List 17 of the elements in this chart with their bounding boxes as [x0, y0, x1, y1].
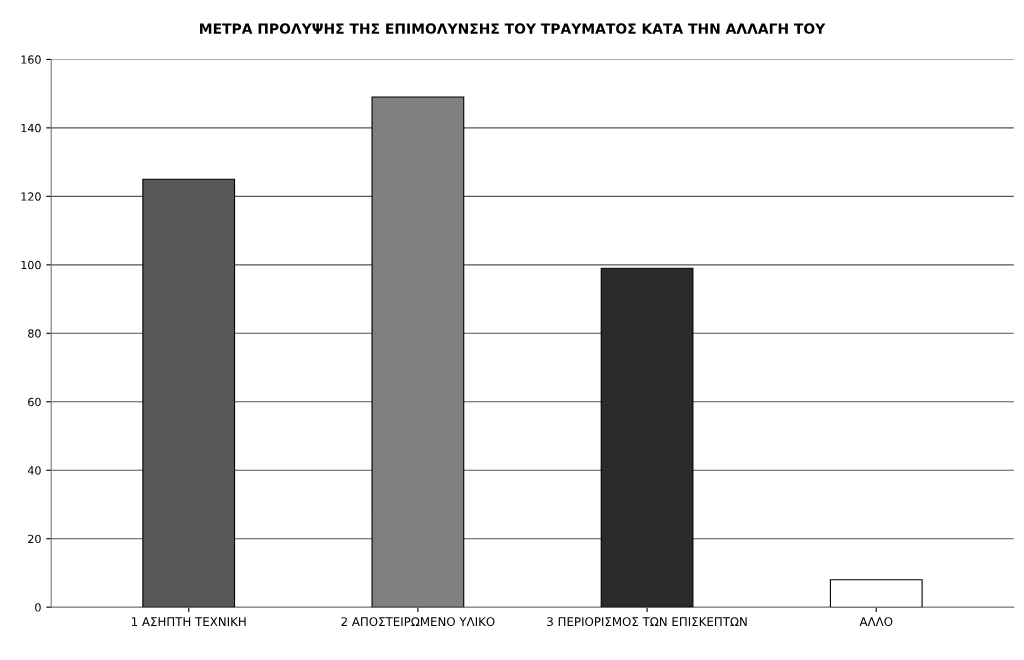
x-tick-label: 1 ΑΣΗΠΤΗ ΤΕΧΝΙΚΗ: [131, 617, 246, 626]
bar: [371, 96, 465, 608]
y-tick-label: 60: [28, 397, 41, 407]
y-tick-label: 80: [28, 329, 41, 338]
y-tick-label: 140: [21, 123, 41, 133]
chart-title: ΜΕΤΡΑ ΠΡΟΛΥΨΗΣ ΤΗΣ ΕΠΙΜΟΛΥΝΣΗΣ ΤΟΥ ΤΡΑΥΜΑΤΟΣ ΚΑΤΑ ΤΗΝ ΑΛΛΑΓΗ ΤΟΥ: [200, 23, 826, 34]
bar: [600, 267, 694, 608]
y-tick-label: 120: [21, 192, 41, 201]
y-tick-label: 160: [21, 55, 41, 64]
x-tick-label: 3 ΠΕΡΙΟΡΙΣΜΟΣ ΤΩΝ ΕΠΙΣΚΕΠΤΩΝ: [547, 617, 747, 627]
y-tick-label: 20: [28, 534, 41, 544]
y-tick-label: 100: [21, 260, 41, 270]
x-tick-label: ΑΛΛΟ: [859, 617, 893, 627]
bar: [829, 579, 923, 608]
y-tick-label: 40: [27, 466, 41, 475]
y-tick-label: 0: [35, 603, 41, 612]
x-tick-label: 2 ΑΠΟΣΤΕΙΡΩΜΕΝΟ ΥΛΙΚΟ: [341, 617, 495, 627]
